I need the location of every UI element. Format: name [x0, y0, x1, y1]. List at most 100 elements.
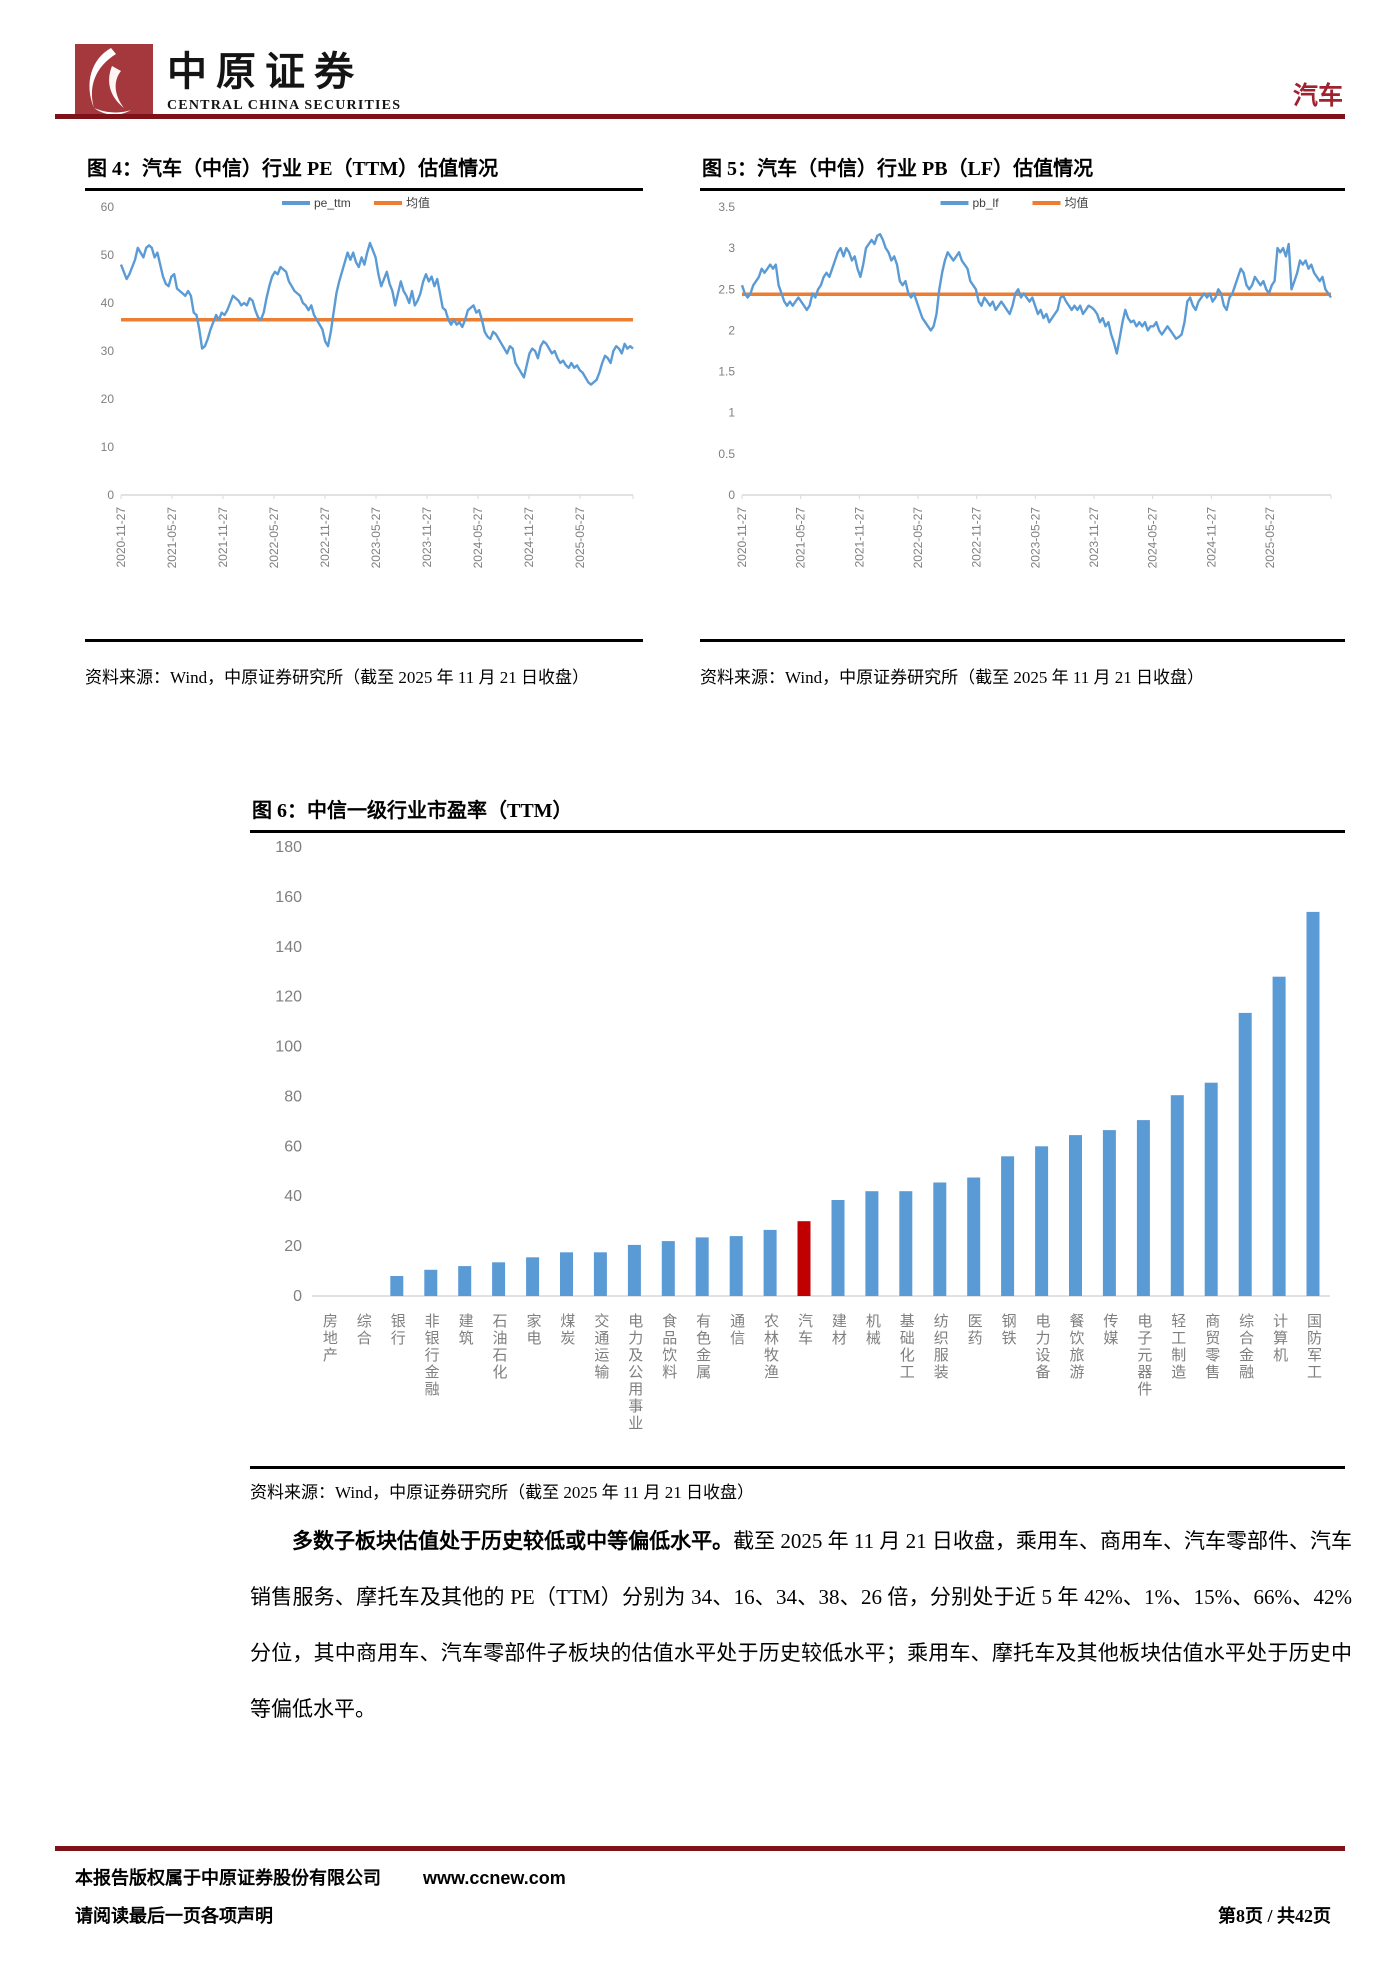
- svg-text:2021-11-27: 2021-11-27: [216, 507, 230, 568]
- footer-page-number: 第8页 / 共42页: [1217, 1906, 1331, 1926]
- bar-category-label: 钢铁: [999, 1313, 1017, 1347]
- svg-text:2020-11-27: 2020-11-27: [735, 507, 749, 568]
- svg-text:均值: 均值: [1065, 195, 1089, 210]
- bar-category-label: 石油石化: [490, 1313, 508, 1381]
- svg-text:2024-05-27: 2024-05-27: [471, 507, 485, 569]
- svg-text:2021-05-27: 2021-05-27: [794, 507, 808, 569]
- bar-category-label: 煤炭: [558, 1313, 576, 1347]
- bar-category-label: 计算机: [1271, 1313, 1289, 1364]
- svg-text:2023-11-27: 2023-11-27: [420, 507, 434, 568]
- svg-text:160: 160: [275, 889, 302, 906]
- paragraph-body: 截至 2025 年 11 月 21 日收盘，乘用车、商用车、汽车零部件、汽车销售…: [250, 1529, 1353, 1721]
- svg-text:2022-11-27: 2022-11-27: [318, 507, 332, 568]
- figure-row: 图 4：汽车（中信）行业 PE（TTM）估值情况 60 50 40 30 20 10 0 20…: [85, 146, 1345, 703]
- svg-text:140: 140: [275, 939, 302, 956]
- bar-category-label: 非银行金融: [422, 1313, 440, 1398]
- svg-text:2023-05-27: 2023-05-27: [369, 507, 383, 569]
- svg-text:2022-05-27: 2022-05-27: [267, 507, 281, 569]
- svg-text:2024-11-27: 2024-11-27: [522, 507, 536, 568]
- svg-text:2021-11-27: 2021-11-27: [852, 507, 866, 568]
- bar-category-label: 建筑: [456, 1313, 474, 1347]
- svg-text:3: 3: [728, 241, 735, 255]
- figure-4-pe-chart-block: 图 4：汽车（中信）行业 PE（TTM）估值情况 60 50 40 30 20 10 0 20…: [85, 146, 643, 703]
- svg-text:pb_lf: pb_lf: [973, 196, 1000, 210]
- svg-text:2024-05-27: 2024-05-27: [1146, 507, 1160, 569]
- bar-category-label: 餐饮旅游: [1067, 1313, 1085, 1381]
- svg-text:2021-05-27: 2021-05-27: [165, 507, 179, 569]
- bar-category-label: 电力及公用事业: [626, 1313, 644, 1432]
- bar-category-label: 基础化工: [897, 1313, 915, 1381]
- footer-website-link[interactable]: www.ccnew.com: [423, 1868, 566, 1888]
- bar-category-label: 家电: [524, 1313, 542, 1347]
- bar-category-label: 轻工制造: [1169, 1313, 1187, 1381]
- brand-name-en: CENTRAL CHINA SECURITIES: [167, 98, 402, 113]
- svg-text:40: 40: [284, 1188, 302, 1205]
- svg-text:100: 100: [275, 1039, 302, 1056]
- brand-logo: 中原证券 CENTRAL CHINA SECURITIES: [75, 44, 401, 118]
- figure-4-source: 资料来源：Wind，中原证券研究所（截至 2025 年 11 月 21 日收盘）: [85, 639, 643, 703]
- bar-category-label: 银行: [388, 1313, 406, 1347]
- svg-text:2024-11-27: 2024-11-27: [1204, 507, 1218, 568]
- svg-text:180: 180: [275, 839, 302, 856]
- svg-text:60: 60: [284, 1138, 302, 1155]
- analysis-paragraph: 多数子板块估值处于历史较低或中等偏低水平。截至 2025 年 11 月 21 日…: [250, 1513, 1352, 1737]
- bar-category-label: 交通运输: [592, 1313, 610, 1381]
- svg-text:0: 0: [728, 488, 735, 502]
- svg-text:120: 120: [275, 989, 302, 1006]
- svg-text:50: 50: [101, 248, 115, 262]
- bar-category-label: 国防军工: [1305, 1313, 1323, 1381]
- bar-category-label: 汽车: [795, 1313, 813, 1347]
- svg-text:0: 0: [107, 488, 114, 502]
- figure-5-pb-chart-block: 图 5：汽车（中信）行业 PB（LF）估值情况 3.5 3 2.5 2 1.5 1 0.5 0…: [700, 146, 1345, 703]
- svg-text:20: 20: [284, 1238, 302, 1255]
- svg-text:20: 20: [101, 392, 115, 406]
- bar-category-label: 建材: [829, 1313, 847, 1347]
- bar-category-label: 房地产: [320, 1313, 338, 1364]
- figure-6-industry-pe-block: 图 6：中信一级行业市盈率（TTM） 180 160 140 120 100 80 60 40…: [250, 788, 1345, 1505]
- bar-category-label: 农林牧渔: [762, 1313, 780, 1381]
- bar-category-labels: 房地产 综合 银行 非银行金融 建筑 石油石化 家电 煤炭 交通运输 电力及公用事业 食品饮料 有色金…: [312, 1313, 1330, 1432]
- bar-category-label: 电子元器件: [1135, 1313, 1153, 1398]
- svg-text:1: 1: [728, 406, 735, 420]
- bar-category-label: 通信: [728, 1313, 746, 1347]
- svg-text:2.5: 2.5: [718, 282, 735, 296]
- svg-text:10: 10: [101, 440, 115, 454]
- bar-category-label: 传媒: [1101, 1313, 1119, 1347]
- figure-6-title: 图 6：中信一级行业市盈率（TTM）: [250, 788, 1345, 833]
- pe-ttm-line-chart: 60 50 40 30 20 10 0 2020-11-27 2021-05-27 2021-11…: [85, 191, 643, 596]
- svg-text:2025-05-27: 2025-05-27: [573, 507, 587, 569]
- footer-copyright: 本报告版权属于中原证券股份有限公司: [75, 1868, 381, 1888]
- svg-text:0.5: 0.5: [718, 447, 735, 461]
- bar-category-label: 食品饮料: [660, 1313, 678, 1381]
- svg-text:3.5: 3.5: [718, 200, 735, 214]
- industry-pe-bar-chart: 180 160 140 120 100 80 60 40 20 0 房地产 综合 银行 非银行金融 建筑 石油…: [250, 833, 1345, 1432]
- figure-4-title: 图 4：汽车（中信）行业 PE（TTM）估值情况: [85, 146, 643, 191]
- svg-text:2023-05-27: 2023-05-27: [1028, 507, 1042, 569]
- svg-text:2: 2: [728, 323, 735, 337]
- cc-securities-logo-icon: [75, 44, 153, 118]
- svg-text:1.5: 1.5: [718, 365, 735, 379]
- header-divider: [55, 114, 1345, 119]
- report-section-label: 汽车: [1292, 83, 1343, 110]
- bar-category-label: 综合: [354, 1313, 372, 1347]
- svg-text:0: 0: [293, 1288, 302, 1305]
- figure-5-source: 资料来源：Wind，中原证券研究所（截至 2025 年 11 月 21 日收盘）: [700, 639, 1345, 703]
- svg-text:2025-05-27: 2025-05-27: [1263, 507, 1277, 569]
- bar-category-label: 综合金融: [1237, 1313, 1255, 1381]
- pb-lf-line-chart: 3.5 3 2.5 2 1.5 1 0.5 0 2020-11-27 2021-05-27 2021…: [700, 191, 1345, 596]
- svg-text:80: 80: [284, 1088, 302, 1105]
- brand-name-cn: 中原证券: [167, 49, 363, 94]
- bar-category-label: 商贸零售: [1203, 1313, 1221, 1381]
- figure-6-source: 资料来源：Wind，中原证券研究所（截至 2025 年 11 月 21 日收盘）: [250, 1466, 1345, 1505]
- figure-5-title: 图 5：汽车（中信）行业 PB（LF）估值情况: [700, 146, 1345, 191]
- paragraph-lead: 多数子板块估值处于历史较低或中等偏低水平。: [292, 1529, 734, 1553]
- svg-text:均值: 均值: [406, 195, 430, 210]
- svg-text:40: 40: [101, 296, 115, 310]
- footer-divider: [55, 1846, 1345, 1851]
- footer-disclaimer: 请阅读最后一页各项声明: [75, 1906, 273, 1926]
- bar-category-label: 机械: [863, 1313, 881, 1347]
- bar-category-label: 有色金属: [694, 1313, 712, 1381]
- bar-category-label: 纺织服装: [931, 1313, 949, 1381]
- svg-text:2023-11-27: 2023-11-27: [1087, 507, 1101, 568]
- svg-text:30: 30: [101, 344, 115, 358]
